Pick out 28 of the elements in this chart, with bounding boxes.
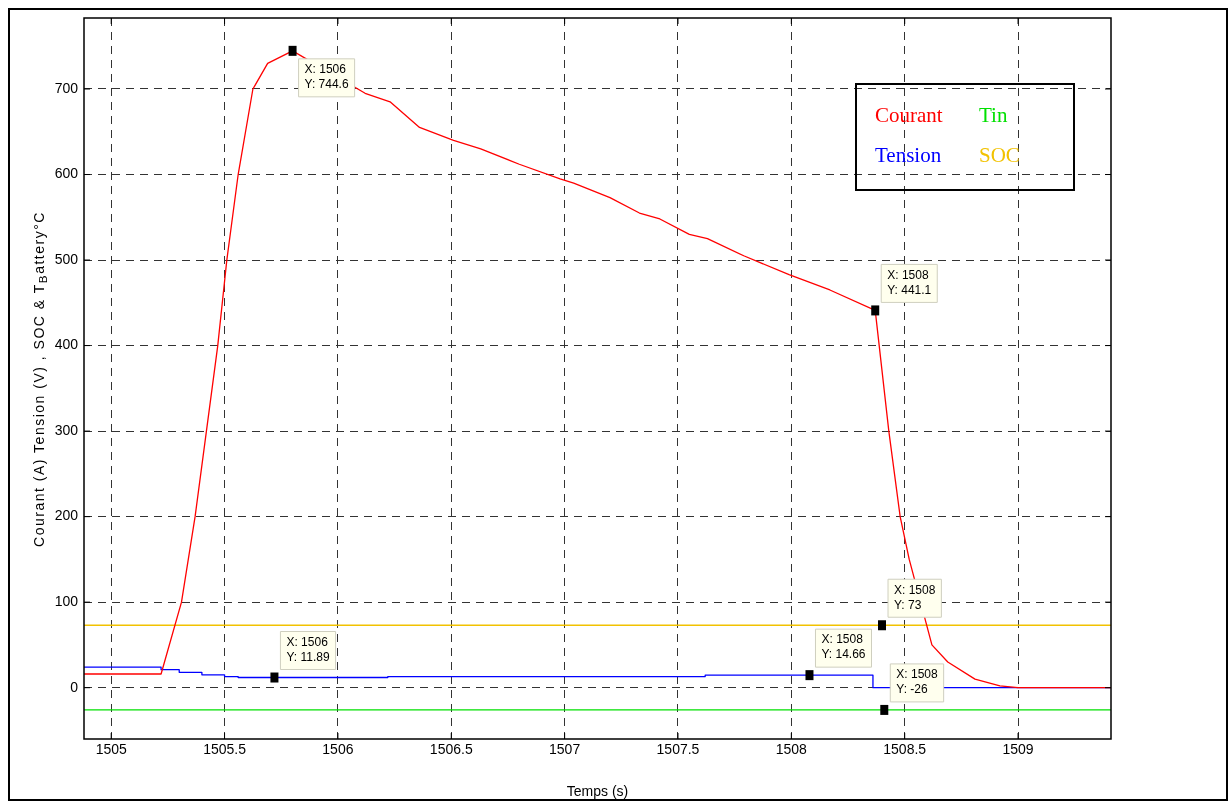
x-tick-label: 1507.5: [656, 741, 700, 758]
x-tick-label: 1506.5: [429, 741, 473, 758]
y-tick-label: 400: [54, 336, 79, 353]
text: SOC: [979, 142, 1020, 169]
text: Tin: [979, 102, 1008, 129]
annotation: X: 1508 Y: -26: [896, 667, 938, 697]
x-tick-label: 1506: [322, 741, 354, 758]
annotation: X: 1508 Y: 14.66: [821, 632, 866, 662]
y-tick-label: 600: [54, 165, 79, 182]
text: Courant: [875, 102, 944, 129]
y-tick-label: 700: [54, 79, 79, 96]
y-tick-label: 500: [54, 250, 79, 267]
x-tick-label: 1508: [775, 741, 808, 758]
x-tick-label: 1509: [1002, 741, 1034, 758]
y-tick-label: 200: [54, 507, 79, 524]
text: Tension: [875, 142, 943, 169]
annotation: X: 1506 Y: 744.6: [304, 62, 349, 92]
annotation: X: 1506 Y: 11.89: [286, 634, 330, 664]
x-tick-label: 1507: [549, 741, 581, 758]
y-tick-label: 300: [54, 421, 79, 438]
annotation: X: 1508 Y: 73: [894, 582, 936, 612]
x-tick-label: 1505: [95, 741, 127, 758]
x-tick-label: 1508.5: [883, 741, 927, 758]
y-tick-label: 0: [70, 678, 79, 695]
annotation: X: 1508 Y: 441.1: [887, 267, 932, 297]
y-tick-label: 100: [54, 593, 79, 610]
x-tick-label: 1505.5: [203, 741, 247, 758]
x-axis-title: Temps (s): [566, 783, 629, 800]
